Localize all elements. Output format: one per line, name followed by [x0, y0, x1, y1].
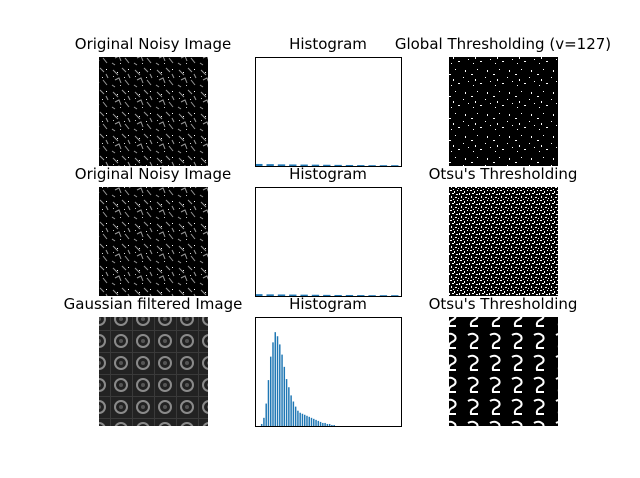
histogram-bar	[310, 417, 313, 426]
histogram-bar	[289, 164, 297, 166]
histogram-bar	[391, 295, 399, 296]
row0-hist-title: Histogram	[289, 35, 367, 53]
row0-histogram-bars	[255, 163, 399, 166]
histogram-bar	[279, 344, 281, 426]
histogram-bar	[277, 164, 286, 166]
histogram-bar	[266, 164, 274, 166]
row2-gaussian-image	[99, 317, 208, 426]
row1-otsu-threshold-image	[449, 187, 558, 296]
histogram-bar	[345, 294, 354, 296]
histogram-bar	[260, 423, 263, 426]
histogram-bar	[357, 295, 365, 296]
row1-histogram-bars	[255, 294, 399, 296]
histogram-bar	[333, 424, 335, 426]
histogram-bar	[297, 410, 299, 426]
row0-histogram-axes	[255, 57, 402, 167]
histogram-bar	[289, 294, 297, 296]
histogram-bar	[269, 356, 272, 426]
row0-global-threshold-image	[449, 57, 558, 166]
histogram-bar	[326, 423, 329, 426]
row1-noisy-image	[99, 187, 208, 296]
histogram-bar	[288, 387, 290, 426]
row0-result-title: Global Thresholding (v=127)	[395, 35, 611, 53]
histogram-bar	[267, 380, 270, 426]
histogram-bar	[368, 295, 376, 296]
histogram-bar	[272, 342, 274, 426]
row2-hist-title: Histogram	[289, 295, 367, 313]
row1-histogram-axes	[255, 187, 402, 297]
histogram-bar	[323, 164, 331, 166]
histogram-bar	[306, 415, 308, 426]
row0-image-title: Original Noisy Image	[75, 35, 231, 53]
histogram-bar	[311, 294, 320, 296]
row2-result-title: Otsu's Thresholding	[429, 295, 578, 313]
histogram-bar	[334, 164, 342, 166]
histogram-bar	[283, 366, 286, 426]
histogram-bar	[255, 163, 263, 166]
row1-hist-title: Histogram	[289, 165, 367, 183]
histogram-bar	[290, 395, 292, 426]
histogram-bar	[334, 294, 342, 296]
histogram-bar	[308, 416, 310, 426]
histogram-bar	[345, 164, 354, 166]
row2-histogram-bars	[260, 332, 335, 426]
histogram-bar	[292, 401, 295, 426]
histogram-bar	[299, 412, 301, 426]
histogram-bar	[266, 294, 274, 296]
row2-otsu-threshold-image	[449, 317, 558, 426]
histogram-bar	[274, 332, 276, 426]
histogram-bar	[391, 165, 399, 166]
histogram-bar	[301, 413, 304, 426]
histogram-bar	[265, 403, 267, 426]
histogram-bar	[323, 294, 331, 296]
histogram-bar	[379, 295, 388, 296]
histogram-bar	[328, 423, 331, 426]
histogram-bar	[313, 418, 315, 426]
histogram-bar	[357, 165, 365, 166]
histogram-bar	[300, 294, 308, 296]
row2-histogram-axes	[255, 317, 402, 427]
histogram-bar	[319, 421, 322, 426]
histogram-bar	[331, 424, 333, 426]
histogram-bar	[255, 294, 263, 296]
histogram-bar	[322, 422, 324, 426]
row1-image-title: Original Noisy Image	[75, 165, 231, 183]
histogram-bar	[300, 164, 308, 166]
row0-noisy-image	[99, 57, 208, 166]
row2-image-title: Gaussian filtered Image	[64, 295, 243, 313]
histogram-bar	[281, 354, 283, 426]
histogram-bar	[285, 379, 288, 426]
histogram-bar	[263, 417, 265, 426]
histogram-bar	[311, 164, 320, 166]
histogram-bar	[324, 422, 326, 426]
histogram-bar	[294, 406, 297, 426]
histogram-bar	[276, 336, 279, 426]
histogram-bar	[303, 414, 306, 426]
histogram-bar	[368, 165, 376, 166]
histogram-bar	[317, 420, 320, 426]
histogram-bar	[379, 165, 388, 166]
row1-result-title: Otsu's Thresholding	[429, 165, 578, 183]
histogram-bar	[277, 294, 286, 296]
histogram-bar	[315, 419, 317, 426]
